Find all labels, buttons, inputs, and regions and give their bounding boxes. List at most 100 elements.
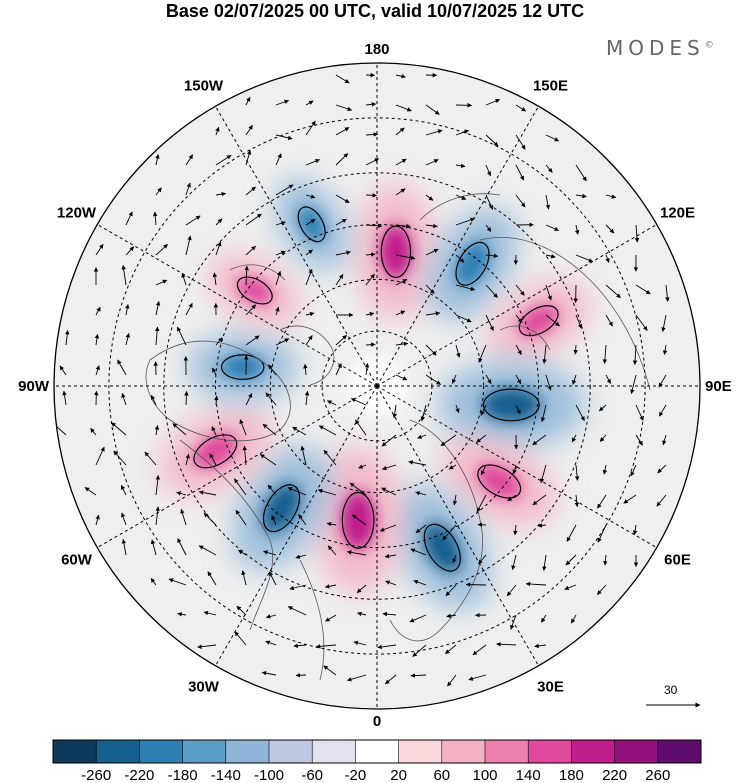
- wind-arrow: [573, 344, 578, 355]
- wind-arrow: [395, 223, 411, 229]
- wind-arrow: [353, 640, 367, 646]
- wind-arrow: [335, 218, 347, 226]
- wind-arrow: [455, 404, 460, 414]
- wind-arrow: [260, 454, 277, 466]
- wind-arrow: [177, 538, 187, 556]
- wind-arrow: [275, 221, 286, 226]
- wind-arrow: [381, 487, 397, 496]
- colorbar-tick-label: -20: [345, 767, 367, 783]
- wind-arrow: [602, 464, 608, 475]
- wind-arrow: [155, 506, 160, 526]
- lat-lon-grid: [54, 63, 700, 709]
- wind-arrow: [95, 446, 105, 466]
- wind-arrow: [445, 584, 457, 597]
- copyright-mark: ©: [704, 40, 714, 51]
- colorbar-swatch: [441, 740, 486, 763]
- wind-arrow: [245, 186, 256, 196]
- wind-arrow: [150, 539, 157, 556]
- wind-arrow: [448, 464, 457, 470]
- wind-arrow: [395, 104, 412, 112]
- wind-arrow: [185, 215, 201, 226]
- wind-arrow: [318, 425, 337, 436]
- colorbar-tick-label: -60: [301, 767, 323, 783]
- wind-arrow: [245, 304, 256, 316]
- wind-arrow: [94, 333, 100, 346]
- wind-arrow: [365, 132, 379, 137]
- wind-arrow: [215, 241, 222, 256]
- wind-arrow: [365, 102, 377, 107]
- wind-arrow: [575, 164, 587, 182]
- wind-arrow: [392, 404, 397, 419]
- wind-arrow: [335, 334, 347, 346]
- wind-arrow: [381, 434, 397, 447]
- wind-arrow: [113, 450, 127, 466]
- wind-arrow: [95, 306, 101, 316]
- wind-arrow: [351, 514, 367, 526]
- wind-arrow: [395, 188, 406, 196]
- wind-arrow: [413, 579, 427, 586]
- wind-arrow: [545, 164, 553, 173]
- latitude-circle: [269, 278, 485, 494]
- wind-arrow: [657, 464, 667, 474]
- wind-arrow: [265, 614, 277, 619]
- wind-arrow: [356, 584, 367, 594]
- wind-arrow: [537, 523, 547, 528]
- wind-arrow: [245, 96, 251, 106]
- colorbar-swatch: [528, 740, 572, 763]
- wind-arrow: [605, 374, 612, 384]
- wind-arrow: [605, 254, 610, 263]
- wind-arrow: [305, 249, 313, 256]
- colorbar-swatch: [269, 740, 313, 763]
- wind-arrow: [335, 127, 350, 136]
- wind-arrow: [238, 549, 247, 556]
- wind-arrow: [452, 554, 457, 564]
- wind-arrow: [125, 303, 130, 316]
- wind-arrow: [121, 538, 127, 556]
- wind-arrow: [215, 126, 220, 136]
- wind-arrow: [305, 100, 314, 106]
- wind-arrow: [185, 453, 190, 466]
- wind-arrow: [212, 272, 218, 286]
- wind-arrow: [185, 302, 193, 316]
- wind-arrow: [95, 514, 100, 526]
- wind-arrow: [395, 254, 416, 261]
- wind-arrow: [295, 554, 307, 559]
- wind-arrow: [455, 344, 461, 358]
- wind-arrow: [271, 515, 277, 526]
- wind-arrow: [511, 554, 517, 571]
- wind-arrow: [447, 674, 457, 687]
- wind-arrow: [181, 272, 187, 286]
- wind-arrow: [635, 284, 651, 295]
- wind-vectors: [54, 72, 670, 687]
- wind-arrow: [381, 464, 397, 471]
- wind-arrow: [198, 545, 217, 556]
- wind-arrow: [84, 487, 97, 496]
- wind-arrow: [305, 311, 315, 317]
- wind-arrow: [335, 153, 349, 166]
- wind-arrow: [355, 419, 367, 436]
- wind-arrow: [415, 491, 427, 496]
- wind-arrow: [121, 264, 127, 286]
- wind-arrow: [155, 187, 162, 196]
- wind-arrow: [211, 367, 217, 376]
- wind-arrow: [662, 344, 668, 355]
- wind-arrow: [117, 359, 127, 376]
- wind-arrow: [198, 490, 217, 496]
- wind-arrow: [335, 104, 353, 112]
- colorbar-swatch: [312, 740, 356, 763]
- wind-arrow: [185, 235, 192, 256]
- wind-arrow: [154, 326, 160, 346]
- wind-arrow: [377, 644, 397, 650]
- wind-arrow: [335, 363, 342, 376]
- wind-arrow: [305, 218, 316, 226]
- wind-arrow: [485, 253, 499, 259]
- wind-arrow: [395, 374, 408, 381]
- wind-arrow: [425, 159, 439, 166]
- wind-arrow: [465, 582, 487, 587]
- wind-arrow: [656, 494, 667, 507]
- wind-arrow: [632, 344, 638, 366]
- latitude-circle: [215, 224, 539, 548]
- wind-arrow: [335, 250, 351, 256]
- colorbar-tick-label: 180: [559, 767, 584, 783]
- wind-arrow: [575, 404, 585, 422]
